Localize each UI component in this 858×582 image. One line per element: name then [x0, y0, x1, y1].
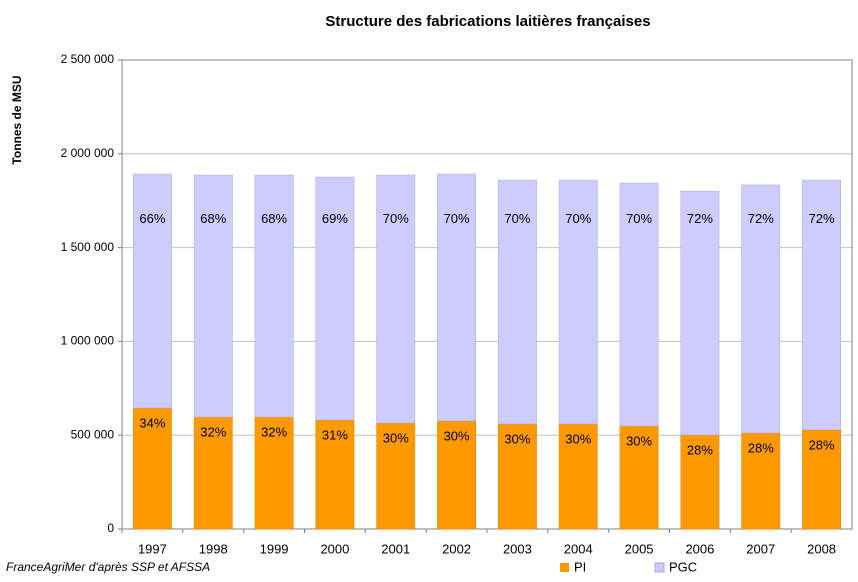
- data-label: 69%: [322, 211, 348, 226]
- bar-segment: [802, 429, 841, 530]
- data-label: 30%: [565, 431, 591, 446]
- data-label: 30%: [626, 433, 652, 448]
- y-tick-label: 0: [107, 521, 114, 535]
- data-label: 68%: [261, 211, 287, 226]
- bar-segment: [193, 174, 233, 418]
- x-tick-label: 1999: [260, 541, 289, 556]
- y-tick-label: 2 000 000: [61, 146, 115, 160]
- bar-segment: [619, 182, 659, 427]
- data-label: 72%: [748, 211, 774, 226]
- y-tick-label: 1 500 000: [61, 240, 115, 254]
- bar-segment: [254, 416, 294, 530]
- data-label: 72%: [809, 211, 835, 226]
- bar-segment: [133, 407, 172, 530]
- chart-title: Structure des fabrications laitières fra…: [325, 13, 650, 30]
- x-tick-label: 2008: [807, 541, 836, 556]
- source: FranceAgriMer d'après SSP et AFSSA: [6, 560, 210, 574]
- bar-segment: [558, 423, 598, 530]
- bar-segment: [741, 184, 781, 434]
- bar-segment: [619, 425, 659, 530]
- x-tick-label: 2005: [625, 541, 654, 556]
- legend-label: PGC: [669, 559, 697, 574]
- bar-segment: [254, 174, 294, 418]
- data-label: 70%: [565, 211, 591, 226]
- data-label: 28%: [748, 440, 774, 455]
- bar-segment: [741, 432, 781, 530]
- legend-label: PI: [574, 559, 586, 574]
- y-tick-label: 500 000: [71, 427, 115, 441]
- legend-swatch: [560, 563, 569, 572]
- data-label: 70%: [626, 211, 652, 226]
- y-axis-title: Tonnes de MSU: [10, 75, 24, 164]
- bar-segment: [498, 423, 537, 530]
- data-label: 31%: [322, 427, 348, 442]
- x-tick-label: 2002: [442, 541, 471, 556]
- legend-swatch: [654, 562, 665, 573]
- data-label: 32%: [261, 424, 287, 439]
- data-label: 30%: [504, 431, 530, 446]
- data-label: 34%: [139, 415, 165, 430]
- bar-segment: [376, 174, 416, 424]
- x-tick-label: 2007: [746, 541, 775, 556]
- data-label: 32%: [200, 424, 226, 439]
- x-tick-label: 1997: [138, 541, 167, 556]
- bar-segment: [315, 419, 355, 530]
- data-label: 70%: [383, 211, 409, 226]
- data-label: 66%: [139, 211, 165, 226]
- bar-segment: [680, 434, 720, 530]
- data-label: 68%: [200, 211, 226, 226]
- data-label: 28%: [809, 437, 835, 452]
- y-tick-label: 1 000 000: [61, 334, 115, 348]
- bar-segment: [193, 416, 233, 530]
- bar-segment: [498, 179, 537, 425]
- data-label: 70%: [504, 211, 530, 226]
- bar-segment: [315, 176, 355, 421]
- x-tick-label: 2001: [381, 541, 410, 556]
- data-label: 30%: [383, 430, 409, 445]
- x-tick-label: 2003: [503, 541, 532, 556]
- data-label: 30%: [444, 428, 470, 443]
- bar-segment: [802, 179, 841, 431]
- y-tick-label: 2 500 000: [61, 52, 115, 66]
- data-label: 72%: [687, 211, 713, 226]
- x-tick-label: 2006: [685, 541, 714, 556]
- data-label: 70%: [444, 211, 470, 226]
- x-tick-label: 2000: [320, 541, 349, 556]
- bar-segment: [133, 173, 172, 409]
- bar-segment: [558, 179, 598, 425]
- x-tick-label: 1998: [199, 541, 228, 556]
- data-label: 28%: [687, 442, 713, 457]
- bar-segment: [437, 173, 476, 422]
- bar-segment: [680, 190, 720, 436]
- x-tick-label: 2004: [564, 541, 593, 556]
